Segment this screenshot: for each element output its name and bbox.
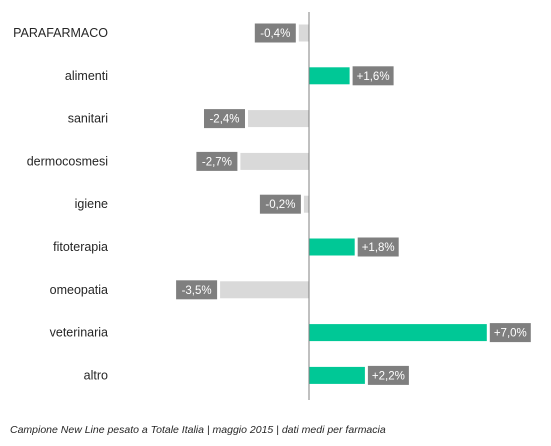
bar-sanitari <box>248 110 309 128</box>
bar-parafarmaco <box>298 24 309 42</box>
category-label-parafarmaco: PARAFARMACO <box>13 26 108 40</box>
bar-fitoterapia <box>309 238 355 256</box>
data-label-fitoterapia: +1,8% <box>362 242 395 254</box>
category-label-alimenti: alimenti <box>65 69 108 83</box>
data-label-box-veterinaria <box>489 323 531 343</box>
category-label-dermocosmesi: dermocosmesi <box>27 154 108 168</box>
data-label-box-altro <box>367 365 409 385</box>
data-label-alimenti: +1,6% <box>357 71 390 83</box>
category-label-veterinaria: veterinaria <box>50 326 108 340</box>
category-label-igiene: igiene <box>75 197 108 211</box>
category-label-altro: altro <box>84 368 108 382</box>
data-label-omeopatia: -3,5% <box>182 285 212 297</box>
category-label-fitoterapia: fitoterapia <box>53 240 108 254</box>
data-label-altro: +2,2% <box>372 370 405 382</box>
bar-altro <box>309 366 365 384</box>
data-label-box-fitoterapia <box>357 237 399 257</box>
data-label-box-parafarmaco <box>254 23 296 43</box>
chart-svg: PARAFARMACO -0,4% alimenti +1,6% sanitari -2,… <box>13 12 531 400</box>
chart-footnote: Campione New Line pesato a Totale Italia… <box>10 424 386 436</box>
data-label-sanitari: -2,4% <box>209 114 239 126</box>
bar-omeopatia <box>220 281 309 299</box>
data-label-box-omeopatia <box>176 280 218 300</box>
data-label-veterinaria: +7,0% <box>494 328 527 340</box>
category-label-sanitari: sanitari <box>68 112 108 126</box>
category-label-omeopatia: omeopatia <box>50 283 108 297</box>
data-label-box-dermocosmesi <box>196 151 238 171</box>
bar-alimenti <box>309 67 350 85</box>
data-label-igiene: -0,2% <box>265 199 295 211</box>
data-label-dermocosmesi: -2,7% <box>202 156 232 168</box>
bar-igiene <box>303 195 309 213</box>
data-label-box-sanitari <box>204 109 245 129</box>
data-label-box-alimenti <box>352 66 394 86</box>
data-label-box-igiene <box>259 194 301 214</box>
bar-dermocosmesi <box>240 152 309 170</box>
data-label-parafarmaco: -0,4% <box>260 28 290 40</box>
bar-veterinaria <box>309 324 487 342</box>
